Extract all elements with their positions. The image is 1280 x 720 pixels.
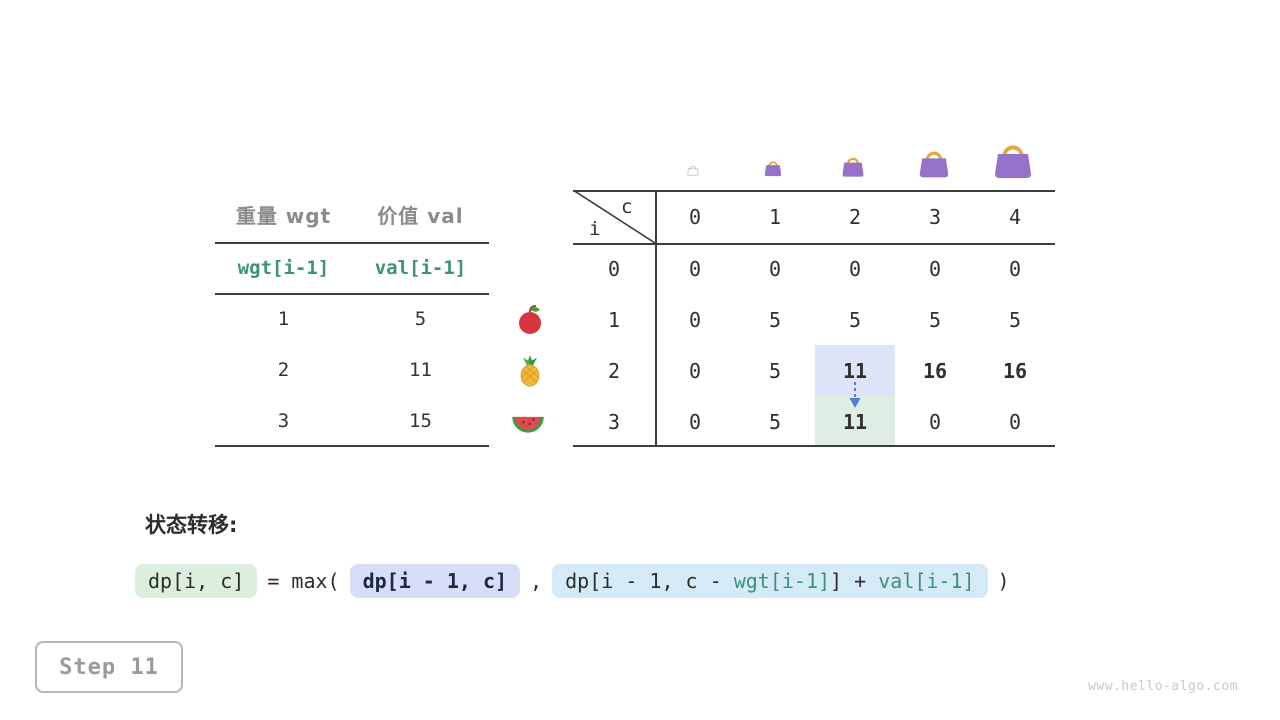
dp-cell: 0 [1008, 256, 1022, 281]
dp-table-border-bottom [573, 445, 1055, 447]
dp-table-border-header [573, 243, 1055, 245]
dp-cell: 5 [768, 358, 782, 383]
items-header-value: 价值 val [377, 203, 464, 228]
dp-cell: 0 [688, 256, 702, 281]
formula-separator: , [530, 569, 543, 593]
items-table-border [215, 293, 489, 295]
pineapple-icon [520, 355, 540, 387]
dp-cell: 0 [688, 307, 702, 332]
dp-row-header: 0 [607, 256, 621, 281]
step-button[interactable]: Step 11 [35, 641, 183, 693]
item-wgt: 3 [277, 409, 290, 432]
dp-col-header: 0 [688, 204, 702, 229]
corner-row-label: i [589, 218, 601, 240]
dp-table-border-vertical [655, 190, 657, 445]
formula-arg2-val: val[i-1] [878, 569, 975, 593]
dp-cell: 0 [848, 256, 862, 281]
transition-formula: dp[i, c] = max( dp[i - 1, c] , dp[i - 1,… [135, 559, 1010, 603]
item-val: 15 [409, 409, 432, 432]
items-subheader-wgt: wgt[i-1] [237, 256, 330, 279]
formula-arg2-mid: ] + [830, 569, 879, 593]
dp-cell: 5 [928, 307, 942, 332]
dp-corner-diagonal [573, 190, 655, 243]
dp-cell: 5 [768, 307, 782, 332]
item-wgt: 1 [277, 307, 290, 330]
apple-icon [519, 304, 541, 334]
dp-cell: 0 [688, 358, 702, 383]
formula-lhs: dp[i, c] [135, 564, 258, 598]
dp-row-header: 3 [607, 409, 621, 434]
items-table: 重量 wgt 价值 val wgt[i-1] val[i-1] 1 5 2 11… [215, 186, 489, 446]
item-wgt: 2 [277, 358, 290, 381]
bag-icon-large [919, 151, 949, 178]
dp-col-header: 4 [1008, 204, 1022, 229]
items-table-border [215, 445, 489, 447]
dp-cell: 16 [922, 358, 948, 383]
formula-arg2-wgt: wgt[i-1] [733, 569, 831, 593]
items-table-border [215, 242, 489, 244]
dp-table-border-top [573, 190, 1055, 192]
dp-cell-pending: 0 [928, 409, 942, 434]
watermark: www.hello-algo.com [1088, 679, 1238, 694]
dp-table: c i 0 1 2 3 4 0 0 0 0 0 0 1 0 5 5 5 5 2 … [573, 190, 1055, 447]
dp-col-header: 1 [768, 204, 782, 229]
dp-cell: 5 [848, 307, 862, 332]
dp-row-header: 2 [607, 358, 621, 383]
bag-icon-medium [842, 157, 864, 177]
dp-col-header: 3 [928, 204, 942, 229]
dp-corner: c i [573, 190, 655, 243]
items-header-weight: 重量 wgt [235, 203, 332, 228]
dp-cell: 16 [1002, 358, 1028, 383]
item-val: 11 [409, 358, 432, 381]
formula-arg2-prefix: dp[i - 1, c - [565, 569, 734, 593]
dp-col-header: 2 [848, 204, 862, 229]
dp-cell-source-highlight: 11 [815, 345, 895, 396]
dp-cell: 5 [1008, 307, 1022, 332]
bag-icon-small [764, 161, 782, 177]
formula-close: ) [997, 569, 1010, 593]
formula-operator: = max( [267, 569, 340, 593]
dp-row-header: 1 [607, 307, 621, 332]
transition-arrow-icon [849, 382, 861, 408]
corner-col-label: c [621, 196, 633, 218]
transition-label: 状态转移: [145, 513, 238, 537]
dp-cell: 0 [928, 256, 942, 281]
formula-arg1: dp[i - 1, c] [349, 564, 521, 598]
dp-cell-pending: 0 [1008, 409, 1022, 434]
items-subheader-val: val[i-1] [374, 256, 467, 279]
bag-outline-icon [687, 165, 699, 176]
dp-cell: 0 [768, 256, 782, 281]
dp-cell: 5 [768, 409, 782, 434]
item-val: 5 [414, 307, 427, 330]
formula-arg2: dp[i - 1, c - wgt[i-1]] + val[i-1] [552, 564, 988, 598]
dp-cell: 0 [688, 409, 702, 434]
bag-icon-xlarge [995, 145, 1031, 178]
watermelon-icon [512, 416, 544, 433]
